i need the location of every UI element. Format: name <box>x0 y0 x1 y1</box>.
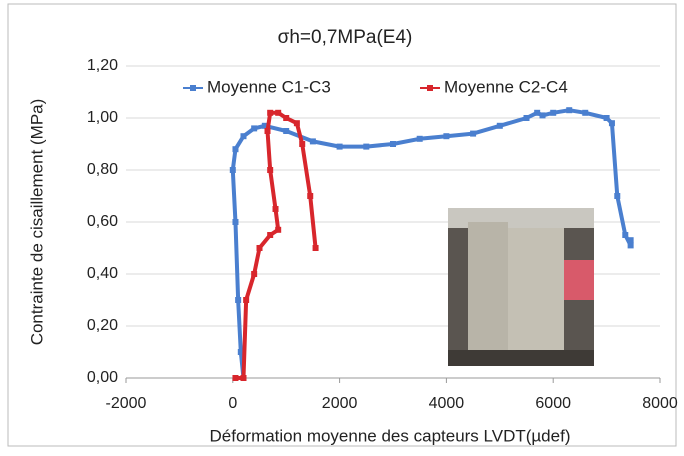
point-marker <box>240 133 247 140</box>
x-tick-label: 4000 <box>429 395 465 412</box>
point-marker <box>603 115 610 121</box>
point-marker <box>275 109 282 116</box>
point-marker <box>283 128 290 134</box>
point-marker <box>582 109 589 116</box>
x-tick-label: 2000 <box>322 395 358 412</box>
x-tick-label: 6000 <box>535 395 571 412</box>
point-marker <box>293 120 300 127</box>
point-marker <box>550 109 557 116</box>
point-marker <box>363 143 370 150</box>
point-marker <box>251 125 258 132</box>
x-tick-label: 8000 <box>642 395 678 412</box>
point-marker <box>539 112 546 119</box>
point-marker <box>240 375 247 381</box>
legend-label: Moyenne C1-C3 <box>207 77 331 96</box>
point-marker <box>267 167 274 173</box>
point-marker <box>272 206 279 212</box>
point-marker <box>261 122 268 129</box>
chart-title: σh=0,7MPa(E4) <box>278 27 413 48</box>
legend-label: Moyenne C2-C4 <box>444 77 568 96</box>
point-marker <box>627 242 634 249</box>
point-marker <box>390 141 396 147</box>
point-marker <box>243 297 250 303</box>
point-marker <box>232 146 239 153</box>
point-marker <box>622 232 629 238</box>
point-marker <box>307 193 314 199</box>
y-tick-label: 1,20 <box>87 57 118 74</box>
y-tick-label: 0,00 <box>87 369 118 386</box>
point-marker <box>470 130 477 137</box>
point-marker <box>534 109 541 116</box>
point-marker <box>275 226 282 233</box>
point-marker <box>264 128 271 134</box>
point-marker <box>237 349 244 355</box>
point-marker <box>614 193 621 199</box>
point-marker <box>496 122 503 129</box>
legend-marker <box>427 85 433 91</box>
y-tick-label: 0,80 <box>87 161 118 178</box>
point-marker <box>336 143 343 150</box>
y-tick-label: 1,00 <box>87 109 118 126</box>
point-marker <box>416 135 423 142</box>
point-marker <box>299 141 306 147</box>
y-axis-label: Contrainte de cisaillement (MPa) <box>27 99 46 346</box>
point-marker <box>235 297 242 303</box>
point-marker <box>251 271 258 277</box>
y-tick-label: 0,20 <box>87 317 118 334</box>
point-marker <box>229 167 236 173</box>
point-marker <box>232 375 239 381</box>
x-axis-label: Déformation moyenne des capteurs LVDT(µd… <box>210 426 571 445</box>
x-tick-label: 0 <box>228 395 237 412</box>
point-marker <box>267 109 274 116</box>
point-marker <box>566 107 573 114</box>
point-marker <box>283 115 290 121</box>
x-tick-label: -2000 <box>106 395 147 412</box>
point-marker <box>256 245 263 251</box>
y-tick-label: 0,60 <box>87 213 118 230</box>
legend-marker <box>190 85 196 91</box>
point-marker <box>312 245 319 251</box>
inset-photo <box>448 208 594 366</box>
y-tick-label: 0,40 <box>87 265 118 282</box>
point-marker <box>443 133 450 140</box>
point-marker <box>309 138 316 145</box>
point-marker <box>267 232 274 238</box>
point-marker <box>627 237 634 244</box>
point-marker <box>523 115 530 121</box>
point-marker <box>232 219 239 225</box>
point-marker <box>608 120 615 127</box>
